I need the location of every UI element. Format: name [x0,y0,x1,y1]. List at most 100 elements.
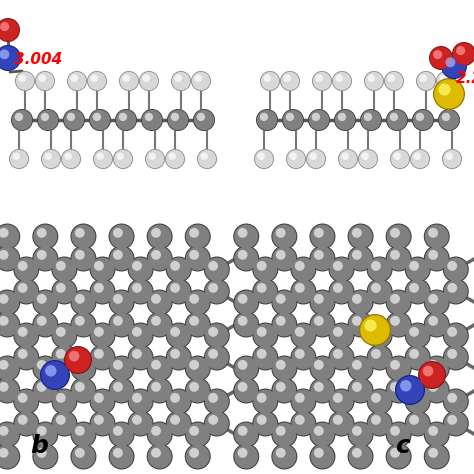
Circle shape [447,261,457,271]
Circle shape [33,312,57,337]
Circle shape [291,256,316,283]
Circle shape [185,444,211,470]
Circle shape [170,393,180,403]
Circle shape [75,316,85,326]
Circle shape [45,153,52,160]
Circle shape [72,246,95,271]
Circle shape [0,360,9,370]
Circle shape [0,426,9,436]
Circle shape [352,360,362,370]
Circle shape [256,109,278,131]
Circle shape [67,71,87,91]
Circle shape [148,445,172,468]
Circle shape [194,110,214,130]
Circle shape [428,426,438,436]
Circle shape [264,74,271,82]
Circle shape [185,421,211,447]
Circle shape [310,153,317,160]
Circle shape [197,113,205,121]
Circle shape [280,71,300,91]
Circle shape [151,448,161,458]
Circle shape [413,153,421,160]
Circle shape [75,448,85,458]
Circle shape [310,356,335,381]
Circle shape [387,312,410,337]
Circle shape [424,421,450,447]
Circle shape [447,415,457,425]
Circle shape [310,421,336,447]
Circle shape [0,246,19,271]
Circle shape [252,322,278,348]
Circle shape [329,324,354,347]
Circle shape [443,345,469,371]
Circle shape [166,256,191,283]
Circle shape [166,279,191,304]
Circle shape [348,422,373,447]
Circle shape [444,411,468,436]
Circle shape [113,382,123,392]
Circle shape [425,422,449,447]
Circle shape [69,351,80,361]
Circle shape [368,280,392,303]
Circle shape [146,356,173,382]
Circle shape [51,322,77,348]
Circle shape [396,376,424,404]
Circle shape [90,345,116,371]
Circle shape [119,113,127,121]
Circle shape [128,256,154,283]
Circle shape [45,365,56,376]
Circle shape [423,366,433,376]
Circle shape [174,74,182,82]
Circle shape [424,246,450,272]
Circle shape [166,410,191,437]
Circle shape [443,322,469,348]
Circle shape [198,150,216,168]
Circle shape [292,280,315,303]
Circle shape [186,379,210,402]
Circle shape [390,360,400,370]
Circle shape [308,109,330,131]
Circle shape [146,290,173,316]
Circle shape [406,324,429,347]
Circle shape [371,349,381,359]
Circle shape [436,71,456,91]
Circle shape [113,360,123,370]
Circle shape [295,327,305,337]
Circle shape [352,448,362,458]
Circle shape [273,225,296,248]
Circle shape [257,415,266,425]
Circle shape [233,290,259,316]
Circle shape [148,225,172,248]
Circle shape [32,290,58,316]
Circle shape [444,280,468,303]
Circle shape [234,379,258,402]
Circle shape [386,109,408,131]
Circle shape [442,113,450,121]
Circle shape [204,410,230,437]
Circle shape [0,246,20,272]
Circle shape [0,312,19,337]
Circle shape [366,389,392,414]
Circle shape [442,149,462,169]
Circle shape [333,261,343,271]
Circle shape [14,257,38,282]
Circle shape [447,349,457,359]
Circle shape [447,327,457,337]
Circle shape [132,349,142,359]
Circle shape [271,356,297,382]
Circle shape [33,379,57,402]
Circle shape [329,390,354,413]
Circle shape [292,390,315,413]
Circle shape [287,150,305,168]
Circle shape [295,261,305,271]
Circle shape [352,316,362,326]
Circle shape [33,356,57,381]
Circle shape [368,411,392,436]
Circle shape [234,291,258,314]
Circle shape [257,261,266,271]
Circle shape [109,356,135,382]
Circle shape [128,345,154,371]
Circle shape [390,250,400,260]
Circle shape [109,291,134,314]
Circle shape [33,291,57,314]
